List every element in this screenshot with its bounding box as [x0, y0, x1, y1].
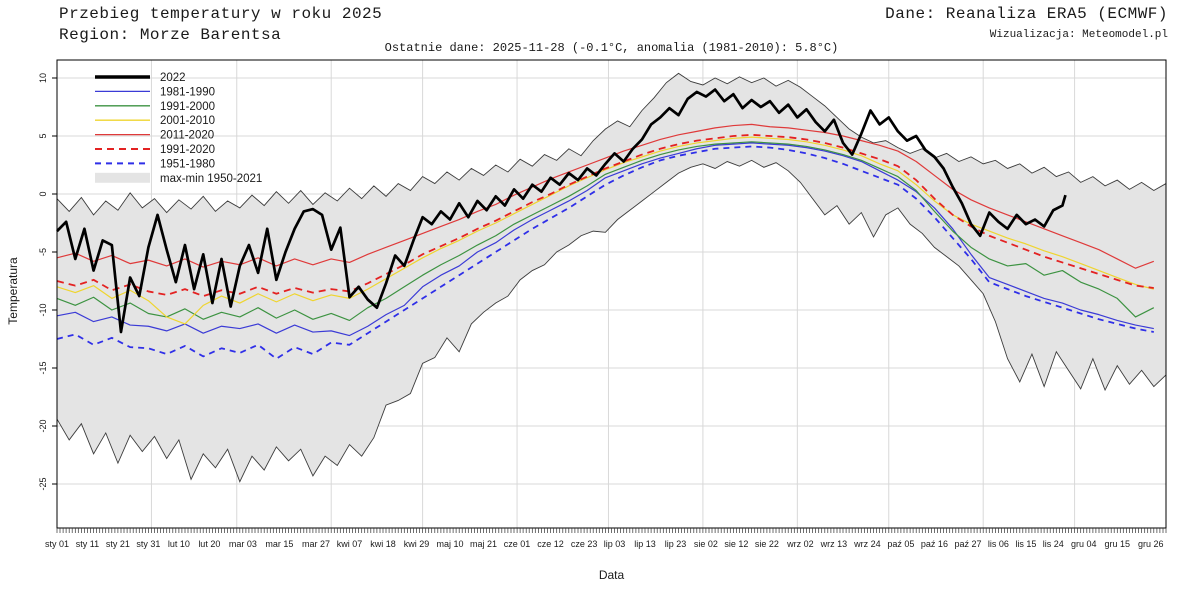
x-tick-label: sty 11 [76, 539, 99, 549]
series-line-1991-2000 [56, 141, 1155, 322]
y-axis-ticks [52, 77, 57, 485]
x-tick-label: sie 02 [694, 539, 718, 549]
legend-label-2022: 2022 [160, 72, 186, 84]
y-tick-label: 10 [38, 73, 48, 83]
x-tick-label: lut 10 [168, 539, 190, 549]
x-tick-label: sie 22 [755, 539, 779, 549]
x-tick-label: cze 23 [571, 539, 598, 549]
legend-label-1951-1980: 1951-1980 [160, 158, 215, 170]
data-source-label: Dane: Reanaliza ERA5 (ECMWF) [885, 5, 1168, 23]
x-tick-label: lip 13 [634, 539, 656, 549]
x-tick-label: lis 06 [988, 539, 1009, 549]
legend-label-max-min 1950-2021: max-min 1950-2021 [160, 173, 262, 185]
y-axis-title: Temperatura [6, 257, 20, 325]
y-tick-label: -25 [38, 477, 48, 490]
x-axis-daily-ticks [56, 528, 1167, 533]
maxmin-band-min-edge [56, 159, 1167, 483]
x-tick-label: kwi 29 [404, 539, 430, 549]
x-tick-label: mar 03 [229, 539, 257, 549]
page-title: Przebieg temperatury w roku 2025 [59, 5, 383, 23]
x-tick-label: mar 15 [265, 539, 293, 549]
x-tick-label: gru 15 [1104, 539, 1130, 549]
x-tick-label: maj 10 [437, 539, 464, 549]
x-tick-label: lip 23 [665, 539, 687, 549]
legend-label-2011-2020: 2011-2020 [160, 130, 214, 142]
x-tick-label: wrz 24 [853, 539, 881, 549]
region-subtitle: Region: Morze Barentsa [59, 26, 282, 44]
x-tick-label: wrz 13 [820, 539, 848, 549]
y-tick-label: -5 [38, 248, 48, 256]
y-tick-label: -10 [38, 303, 48, 316]
maxmin-band [57, 73, 1166, 482]
series-line-1991-2020 [56, 133, 1154, 297]
visualization-credit: Wizualizacja: Meteomodel.pl [989, 29, 1168, 41]
x-tick-label: lut 20 [198, 539, 220, 549]
x-tick-label: paź 16 [921, 539, 948, 549]
x-tick-label: kwi 07 [337, 539, 363, 549]
series-line-1981-1990 [56, 142, 1154, 337]
legend-label-1991-2000: 1991-2000 [160, 101, 215, 113]
legend-label-2001-2010: 2001-2010 [160, 115, 215, 127]
x-tick-label: kwi 18 [370, 539, 396, 549]
x-axis-title: Data [598, 568, 625, 582]
x-tick-label: lis 24 [1043, 539, 1064, 549]
x-tick-label: mar 27 [302, 539, 330, 549]
y-tick-label: -20 [38, 419, 48, 432]
x-tick-label: wrz 02 [786, 539, 814, 549]
x-tick-label: lip 03 [604, 539, 626, 549]
x-tick-label: lis 15 [1015, 539, 1036, 549]
x-tick-label: maj 21 [470, 539, 497, 549]
y-tick-label: -15 [38, 361, 48, 374]
x-tick-label: gru 26 [1138, 539, 1164, 549]
legend-label-1981-1990: 1981-1990 [160, 86, 215, 98]
legend-label-1991-2020: 1991-2020 [160, 144, 215, 156]
y-tick-label: 0 [38, 191, 48, 196]
x-tick-label: sty 21 [106, 539, 130, 549]
x-tick-label: gru 04 [1071, 539, 1097, 549]
x-tick-label: sie 12 [724, 539, 748, 549]
series-line-2022 [56, 88, 1067, 334]
x-tick-label: sty 31 [136, 539, 160, 549]
maxmin-band-max-edge [56, 72, 1167, 216]
x-tick-label: cze 01 [504, 539, 531, 549]
x-tick-label: cze 12 [537, 539, 564, 549]
x-tick-label: paź 05 [887, 539, 914, 549]
x-tick-label: paź 27 [954, 539, 981, 549]
last-data-subtitle: Ostatnie dane: 2025-11-28 (-0.1°C, anoma… [384, 41, 839, 55]
legend-swatch-maxmin [95, 172, 150, 183]
y-tick-label: 5 [38, 133, 48, 138]
x-tick-label: sty 01 [45, 539, 69, 549]
